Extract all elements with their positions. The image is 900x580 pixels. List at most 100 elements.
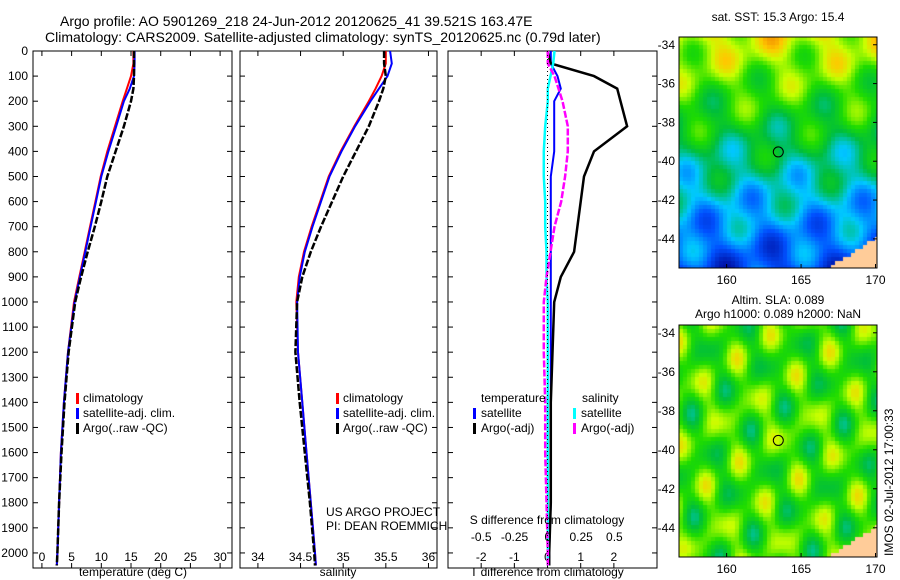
x2-tick-label: 0.5 <box>606 530 623 544</box>
y-tick-label: 900 <box>8 270 28 284</box>
y-tick-label: 600 <box>8 195 28 209</box>
legend-swatch <box>473 423 476 434</box>
xlabel-t-difference: T difference from climatology <box>470 565 624 579</box>
y-tick-label: 700 <box>8 220 28 234</box>
plot-axes-2 <box>239 50 438 569</box>
x-tick-label-3: 2 <box>611 550 618 564</box>
map-y-tick-label: -42 <box>658 193 676 207</box>
legend-label: Argo(-adj) <box>581 421 634 435</box>
y-tick-label: 1400 <box>1 395 28 409</box>
x-tick-label-1: 0 <box>39 550 46 564</box>
map-y-tick-label: -40 <box>658 154 676 168</box>
annotation-pi: PI: DEAN ROEMMICH <box>326 519 447 533</box>
series-line-satellite-adj-clim- <box>296 50 393 566</box>
legend-swatch <box>473 408 476 419</box>
argo-position-marker <box>772 434 784 446</box>
map-x-tick-label: 160 <box>717 562 737 576</box>
y-tick-label: 1000 <box>1 295 28 309</box>
map-frame <box>678 324 878 558</box>
timestamp-stamp: IMOS 02-Jul-2012 17:00:33 <box>882 408 896 556</box>
map-y-tick-label: -34 <box>658 326 676 340</box>
x-tick-label-1: 20 <box>154 550 168 564</box>
x-tick-label-1: 30 <box>213 550 227 564</box>
legend-swatch <box>336 393 339 404</box>
y-tick-label: 1800 <box>1 496 28 510</box>
sla-map-title-line-1: Altim. SLA: 0.089 <box>732 293 825 307</box>
plot-axes-1 <box>32 50 233 569</box>
map-y-tick-label: -44 <box>658 521 676 535</box>
x-tick-label-2: 35.5 <box>374 550 398 564</box>
title-line-2: Climatology: CARS2009. Satellite-adjuste… <box>45 29 601 45</box>
legend-header-temperature: temperature <box>481 391 546 405</box>
x2label-s-difference: S difference from climatology <box>470 513 625 527</box>
map-y-tick-label: -42 <box>658 482 676 496</box>
legend-swatch <box>76 408 79 419</box>
legend-swatch <box>336 408 339 419</box>
sst-map <box>679 37 877 268</box>
map-frame <box>678 36 878 269</box>
x-tick-label-1: 25 <box>184 550 198 564</box>
legend-label: satellite-adj. clim. <box>83 406 175 420</box>
series-line-argo-raw-qc- <box>294 51 388 566</box>
legend-label: satellite <box>481 406 522 420</box>
map-y-tick-label: -34 <box>658 38 676 52</box>
legend-label: Argo(-adj) <box>481 421 534 435</box>
map-x-tick-label: 170 <box>865 273 885 287</box>
x2-tick-label: -0.5 <box>471 530 492 544</box>
x-tick-label-2: 36 <box>422 550 436 564</box>
y-tick-label: 100 <box>8 69 28 83</box>
y-tick-label: 800 <box>8 245 28 259</box>
legend-swatch <box>573 408 576 419</box>
map-x-tick-label: 170 <box>865 562 885 576</box>
legend-label: satellite <box>581 406 622 420</box>
y-tick-label: 1600 <box>1 446 28 460</box>
x-tick-label-3: -2 <box>476 550 487 564</box>
map-y-tick-label: -40 <box>658 443 676 457</box>
map-x-tick-label: 165 <box>791 273 811 287</box>
x-tick-label-3: 1 <box>577 550 584 564</box>
x-tick-label-2: 34.5 <box>289 550 313 564</box>
x-tick-label-1: 10 <box>95 550 109 564</box>
series-line-salinity-satellite <box>542 50 556 566</box>
plot-axes-3 <box>447 50 658 569</box>
y-tick-label: 400 <box>8 144 28 158</box>
map-y-tick-label: -38 <box>658 115 676 129</box>
y-tick-label: 300 <box>8 119 28 133</box>
x-tick-label-1: 15 <box>124 550 138 564</box>
map-y-tick-label: -44 <box>658 232 676 246</box>
legend-label: Argo(..raw -QC) <box>83 421 168 435</box>
xlabel-temperature: temperature (deg C) <box>79 565 187 579</box>
y-tick-label: 1300 <box>1 370 28 384</box>
series-line-salinity-argo-adj- <box>542 51 570 566</box>
y-tick-label: 1500 <box>1 420 28 434</box>
x-tick-label-3: -1 <box>509 550 520 564</box>
y-tick-label: 1200 <box>1 345 28 359</box>
x-tick-label-2: 35 <box>337 550 351 564</box>
series-line-temperature-argo-adj- <box>546 50 629 566</box>
map-x-tick-label: 160 <box>717 273 737 287</box>
legend-swatch <box>76 393 79 404</box>
y-tick-label: 0 <box>21 44 28 58</box>
argo-position-marker <box>772 146 784 158</box>
title-line-1: Argo profile: AO 5901269_218 24-Jun-2012… <box>60 13 533 29</box>
legend-swatch <box>76 423 79 434</box>
legend-label: climatology <box>83 391 143 405</box>
y-tick-label: 2000 <box>1 546 28 560</box>
y-tick-label: 1900 <box>1 521 28 535</box>
x2-tick-label: 0 <box>544 530 551 544</box>
xlabel-salinity: salinity <box>320 565 357 579</box>
legend-swatch <box>336 423 339 434</box>
map-x-tick-label: 165 <box>791 562 811 576</box>
series-line-argo-raw-qc- <box>55 51 136 566</box>
sst-map-title: sat. SST: 15.3 Argo: 15.4 <box>712 10 845 24</box>
sla-map-title-line-2: Argo h1000: 0.089 h2000: NaN <box>695 307 861 321</box>
map-y-tick-label: -38 <box>658 404 676 418</box>
annotation-project: US ARGO PROJECT <box>326 505 441 519</box>
legend-label: climatology <box>343 391 403 405</box>
y-tick-label: 500 <box>8 169 28 183</box>
y-tick-label: 1700 <box>1 471 28 485</box>
legend-header-salinity: salinity <box>582 391 619 405</box>
y-tick-label: 1100 <box>2 320 28 334</box>
